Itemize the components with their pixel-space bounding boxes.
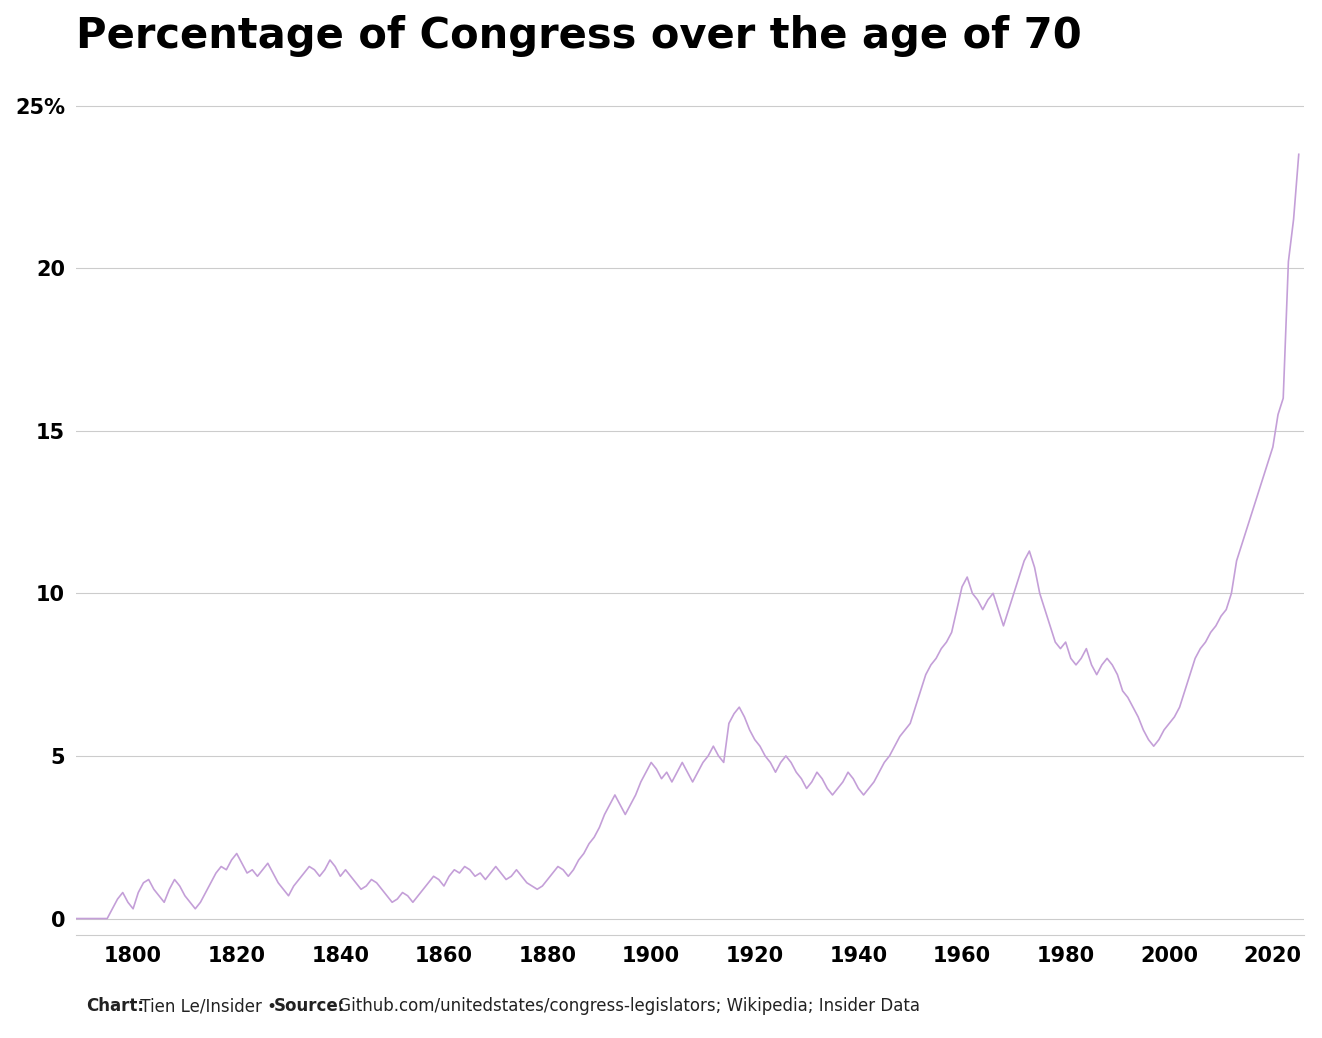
Text: Percentage of Congress over the age of 70: Percentage of Congress over the age of 7… [77,15,1081,57]
Text: Github.com/unitedstates/congress-legislators; Wikipedia; Insider Data: Github.com/unitedstates/congress-legisla… [333,998,920,1015]
Text: Chart:: Chart: [86,998,144,1015]
Text: Tien Le/Insider •: Tien Le/Insider • [135,998,282,1015]
Text: Source:: Source: [274,998,345,1015]
